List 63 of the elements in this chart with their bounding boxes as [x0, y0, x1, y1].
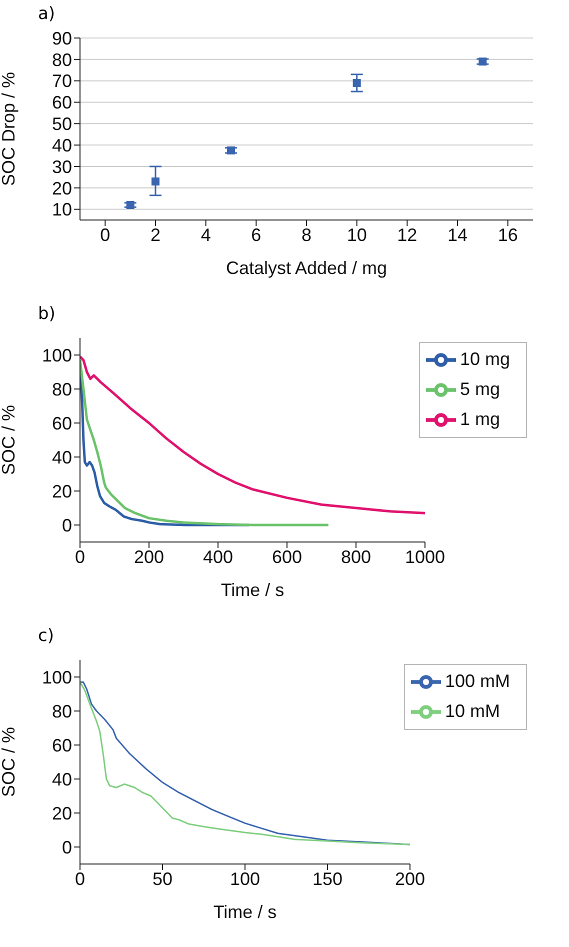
y-tick-label: 20 [52, 481, 72, 502]
line-series [80, 355, 425, 514]
x-tick-label: 0 [74, 868, 86, 889]
y-tick-label: 70 [52, 71, 72, 92]
text: a) [38, 4, 56, 24]
y-tick-label: 80 [52, 379, 72, 400]
x-tick-label: 0 [74, 546, 86, 567]
point [152, 177, 160, 186]
y-tick-label: 100 [42, 345, 72, 366]
legend-label: 10 mg [460, 348, 510, 369]
text: b) [38, 304, 56, 324]
point [126, 201, 134, 210]
y-tick-label: 60 [52, 413, 72, 434]
x-tick-label: 1000 [404, 546, 445, 567]
x-tick-label: 600 [272, 546, 302, 567]
legend-label: 10 mM [444, 700, 500, 721]
y-tick-label: 0 [62, 515, 72, 536]
y-tick-label: 100 [42, 667, 72, 688]
x-tick-label: 200 [394, 868, 425, 889]
y-tick-label: 80 [52, 701, 72, 722]
point [352, 78, 361, 87]
y-axis-title: SOC / % [0, 726, 18, 798]
y-tick-label: 20 [52, 803, 72, 824]
y-tick-label: 40 [52, 135, 72, 156]
x-axis-title: Time / s [220, 580, 284, 600]
x-axis-title: Time / s [213, 902, 277, 922]
text: c) [38, 626, 54, 646]
y-tick-label: 40 [52, 447, 72, 468]
legend-label: 5 mg [460, 378, 500, 399]
y-tick-label: 40 [52, 769, 72, 790]
x-tick-label: 100 [230, 868, 260, 889]
x-tick-label: 0 [100, 224, 110, 245]
legend-label: 100 mM [444, 670, 510, 691]
line-series [80, 358, 330, 526]
y-tick-label: 0 [62, 837, 72, 858]
x-axis-title: Catalyst Added / mg [226, 258, 388, 278]
x-tick-label: 50 [152, 868, 173, 889]
x-tick-label: 800 [340, 546, 371, 567]
point [227, 146, 235, 154]
y-tick-label: 80 [52, 50, 72, 70]
x-tick-label: 12 [397, 224, 418, 245]
y-tick-label: 90 [52, 28, 72, 48]
x-tick-label: 150 [312, 868, 342, 889]
point [478, 58, 487, 66]
x-tick-label: 10 [346, 224, 367, 245]
y-tick-label: 50 [52, 114, 72, 134]
x-tick-label: 2 [150, 224, 161, 245]
y-tick-label: 60 [52, 92, 72, 113]
y-tick-label: 10 [52, 200, 72, 220]
x-tick-label: 4 [200, 224, 211, 245]
y-axis-title: SOC / % [0, 404, 18, 476]
legend-label: 1 mg [460, 408, 500, 429]
x-tick-label: 6 [251, 224, 262, 245]
x-tick-label: 200 [134, 546, 164, 567]
y-tick-label: 60 [52, 735, 72, 756]
line-series [80, 681, 410, 846]
x-tick-label: 8 [301, 224, 312, 245]
x-tick-label: 16 [498, 224, 518, 245]
y-axis-title: SOC Drop / % [0, 72, 18, 186]
y-tick-label: 20 [52, 178, 72, 198]
y-tick-label: 30 [52, 156, 72, 177]
x-tick-label: 14 [447, 224, 468, 245]
x-tick-label: 400 [202, 546, 234, 567]
